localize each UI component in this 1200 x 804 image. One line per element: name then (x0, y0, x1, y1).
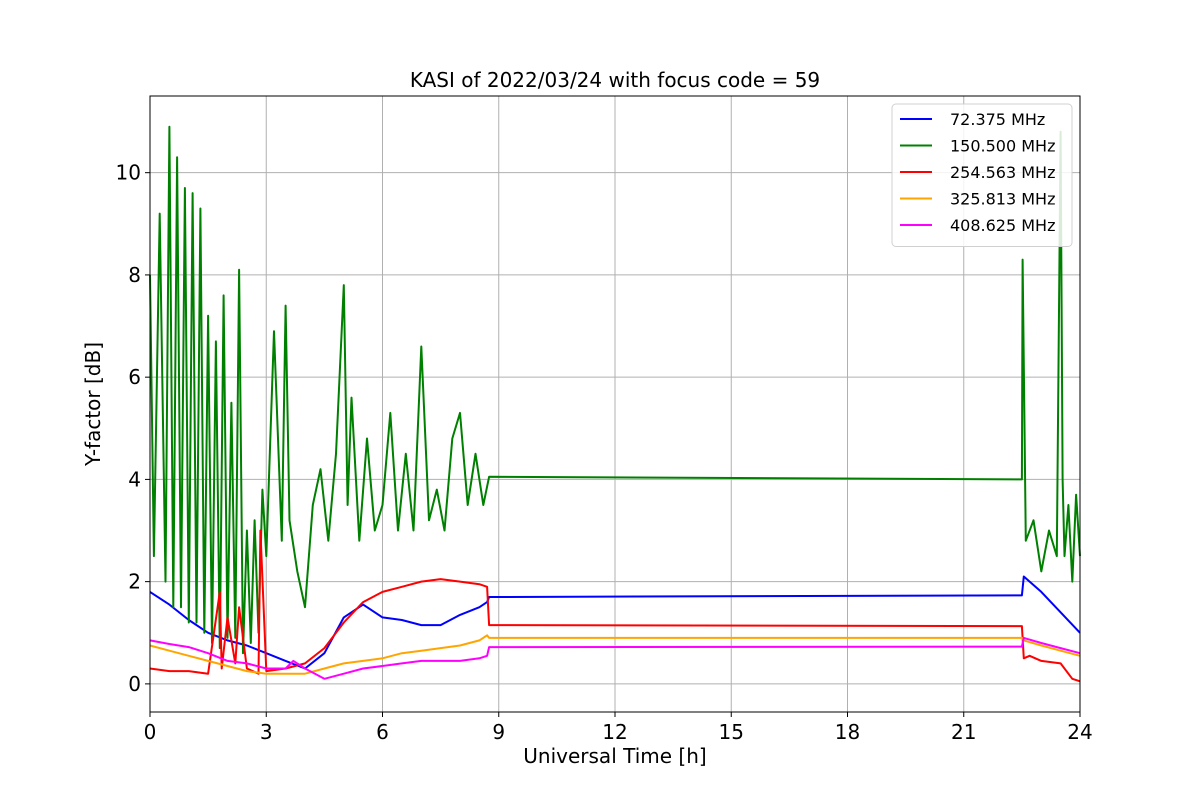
y-tick-label: 4 (128, 467, 141, 491)
x-tick-label: 6 (376, 720, 389, 744)
legend: 72.375 MHz 150.500 MHz 254.563 MHz 325.813 … (891, 103, 1073, 247)
x-tick-label: 24 (1067, 720, 1092, 744)
legend-label: 150.500 MHz (950, 137, 1055, 156)
y-axis-label: Y-factor [dB] (81, 342, 105, 467)
series-line (149, 634, 1081, 675)
chart-title: KASI of 2022/03/24 with focus code = 59 (410, 68, 820, 92)
x-axis-label: Universal Time [h] (523, 744, 706, 768)
x-tick-label: 12 (602, 720, 627, 744)
y-tick-label: 0 (128, 672, 141, 696)
y-tick-label: 8 (128, 263, 141, 287)
series-line (149, 575, 1081, 670)
series-layer (149, 125, 1081, 683)
legend-box (891, 103, 1073, 247)
x-axis: 0 3 6 9 12 15 18 21 24 (144, 712, 1093, 744)
x-tick-label: 0 (144, 720, 157, 744)
series-line (149, 529, 1081, 683)
x-tick-label: 18 (835, 720, 860, 744)
x-tick-label: 9 (492, 720, 505, 744)
series-line (149, 636, 1081, 680)
y-tick-label: 10 (116, 161, 141, 185)
y-tick-label: 2 (128, 570, 141, 594)
y-axis: 0 2 4 6 8 10 (116, 161, 150, 696)
series-line (149, 125, 1081, 655)
legend-label: 325.813 MHz (950, 190, 1055, 209)
y-tick-label: 6 (128, 365, 141, 389)
legend-label: 72.375 MHz (950, 110, 1045, 129)
x-tick-label: 3 (260, 720, 273, 744)
legend-label: 408.625 MHz (950, 216, 1055, 235)
x-tick-label: 21 (951, 720, 976, 744)
x-tick-label: 15 (719, 720, 744, 744)
legend-label: 254.563 MHz (950, 163, 1055, 182)
